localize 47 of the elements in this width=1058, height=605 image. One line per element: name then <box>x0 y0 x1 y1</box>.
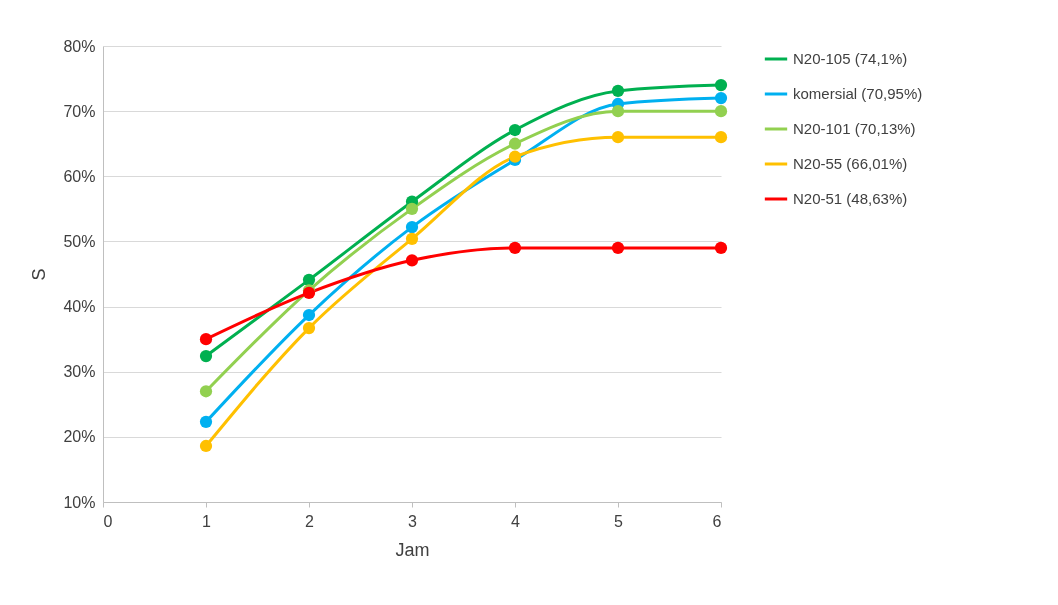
x-tick-label: 1 <box>202 512 212 530</box>
point <box>714 241 728 255</box>
y-tick-label: 60% <box>63 167 96 185</box>
point <box>611 105 625 118</box>
point <box>714 131 728 144</box>
point <box>508 241 522 255</box>
x-tick-label: 0 <box>103 512 113 530</box>
y-tick-label: 30% <box>63 363 96 381</box>
point <box>714 92 728 105</box>
y-tick-label: 40% <box>63 298 96 316</box>
point <box>302 273 316 286</box>
x-tick-label: 5 <box>614 512 624 530</box>
point <box>199 415 213 428</box>
point <box>405 232 419 245</box>
y-axis-title: S <box>29 268 50 281</box>
point <box>405 254 419 267</box>
y-tick-label: 70% <box>63 102 96 120</box>
x-tick-label: 6 <box>712 512 722 530</box>
point <box>508 137 522 150</box>
point <box>508 150 522 163</box>
x-tick-label: 2 <box>305 512 315 530</box>
point <box>199 349 213 363</box>
y-tick-label: 10% <box>63 493 96 511</box>
x-tick-label: 3 <box>408 512 418 530</box>
point <box>714 78 728 92</box>
legend-label: komersial (70,95%) <box>793 85 923 102</box>
point <box>611 84 625 98</box>
point <box>611 131 625 144</box>
point <box>405 220 419 234</box>
legend-label: N20-51 (48,63%) <box>793 190 908 207</box>
point <box>714 105 728 118</box>
y-tick-label: 20% <box>63 428 96 446</box>
point <box>199 333 213 346</box>
x-axis-title: Jam <box>395 539 430 560</box>
legend-label: N20-105 (74,1%) <box>793 50 908 67</box>
y-tick-label: 50% <box>63 232 96 250</box>
y-tick-label: 80% <box>63 37 96 55</box>
point <box>611 241 625 255</box>
legend-label: N20-101 (70,13%) <box>793 120 916 137</box>
point <box>302 321 316 335</box>
point <box>405 202 419 215</box>
point <box>199 385 213 398</box>
x-tick-label: 4 <box>511 512 521 530</box>
legend-label: N20-55 (66,01%) <box>793 155 908 172</box>
point <box>199 439 213 453</box>
point <box>302 308 316 322</box>
point <box>508 123 522 137</box>
